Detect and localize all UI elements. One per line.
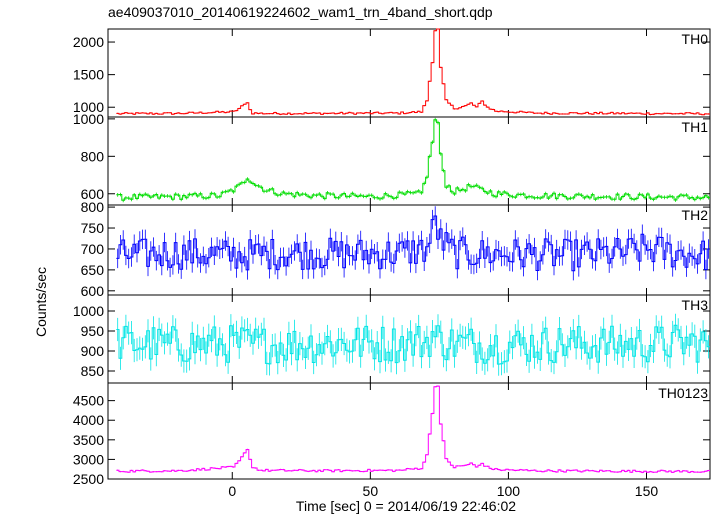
x-tick-label: 100 [497, 483, 521, 499]
y-tick-label: 600 [81, 186, 105, 202]
x-tick-label: 0 [228, 483, 236, 499]
series-line [116, 215, 710, 272]
y-tick-label: 1000 [73, 99, 104, 115]
y-tick-label: 850 [81, 363, 105, 379]
y-tick-label: 3500 [73, 432, 104, 448]
series-line [116, 119, 710, 201]
y-tick-label: 2500 [73, 471, 104, 487]
y-tick-label: 650 [81, 262, 105, 278]
y-tick-label: 800 [81, 199, 105, 215]
series-error-bars [117, 313, 709, 376]
y-tick-label: 900 [81, 343, 105, 359]
series-error-bars [117, 206, 709, 281]
y-tick-label: 800 [81, 148, 105, 164]
series-line [116, 28, 710, 116]
series-label: TH0 [682, 31, 709, 47]
series-error-bars [117, 117, 709, 203]
series-label: TH2 [682, 207, 709, 223]
series-error-bars [117, 29, 709, 116]
panel-frame [107, 28, 711, 118]
panel-frame [107, 382, 711, 480]
y-tick-label: 3000 [73, 451, 104, 467]
y-tick-label: 750 [81, 220, 105, 236]
y-tick-label: 4000 [73, 412, 104, 428]
series-error-bars [117, 385, 709, 474]
y-tick-label: 1000 [73, 303, 104, 319]
x-tick-label: 50 [363, 483, 379, 499]
series-line [116, 324, 710, 365]
y-tick-label: 600 [81, 283, 105, 299]
y-axis-label: Counts/sec [33, 267, 49, 337]
y-tick-label: 700 [81, 241, 105, 257]
chart-title: ae409037010_20140619224602_wam1_trn_4ban… [108, 4, 493, 20]
series-label: TH1 [682, 119, 709, 135]
y-tick-label: 1000 [73, 111, 104, 127]
x-axis-label: Time [sec] 0 = 2014/06/19 22:46:02 [296, 498, 516, 514]
series-label: TH3 [682, 297, 709, 313]
x-tick-label: 150 [635, 483, 659, 499]
series-label: TH0123 [658, 385, 708, 401]
series-line [116, 385, 710, 473]
y-tick-label: 950 [81, 323, 105, 339]
y-tick-label: 1500 [73, 67, 104, 83]
y-tick-label: 4500 [73, 393, 104, 409]
y-tick-label: 2000 [73, 34, 104, 50]
